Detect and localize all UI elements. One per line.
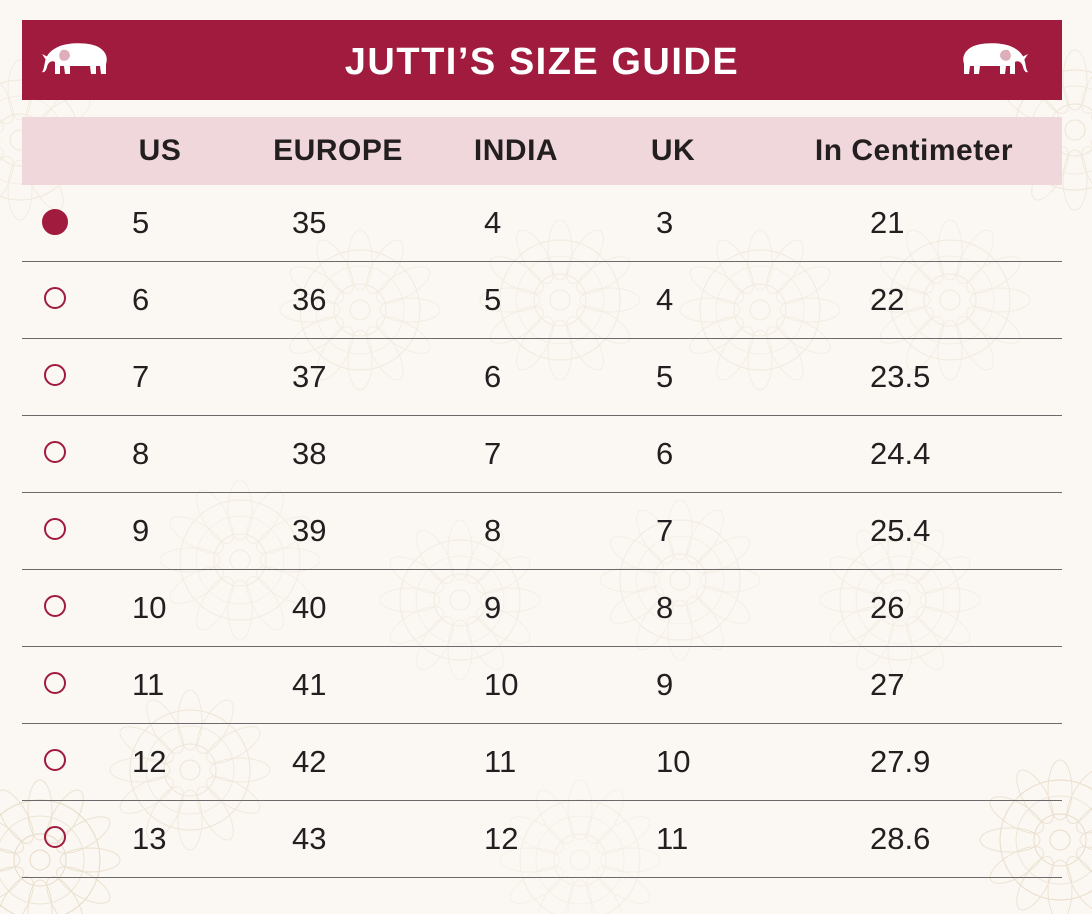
cell-europe: 41 [292,667,327,702]
cell-europe: 39 [292,513,327,548]
cell-india: 12 [484,821,519,856]
table-row[interactable]: 11 41 10 9 27 [22,647,1062,724]
cell-us: 7 [132,359,150,394]
cell-india: 6 [484,359,502,394]
cell-europe: 37 [292,359,327,394]
radio-icon[interactable] [44,518,66,540]
cell-us: 10 [132,590,167,625]
table-row[interactable]: 10 40 9 8 26 [22,570,1062,647]
cell-europe: 38 [292,436,327,471]
cell-india: 10 [484,667,519,702]
table-row[interactable]: 6 36 5 4 22 [22,262,1062,339]
column-header-centimeter: In Centimeter [814,134,1014,167]
table-row[interactable]: 13 43 12 11 28.6 [22,801,1062,878]
cell-europe: 42 [292,744,327,779]
radio-icon[interactable] [44,364,66,386]
cell-us: 13 [132,821,167,856]
cell-centimeter: 25.4 [870,513,931,548]
table-row[interactable]: 5 35 4 3 21 [22,185,1062,262]
cell-us: 12 [132,744,167,779]
column-header-us: US [138,134,182,167]
table-row[interactable]: 7 37 6 5 23.5 [22,339,1062,416]
cell-centimeter: 23.5 [870,359,931,394]
cell-uk: 6 [656,436,674,471]
table-header: US EUROPE INDIA UK In Centimeter [22,117,1062,185]
cell-us: 11 [132,667,165,702]
cell-centimeter: 28.6 [870,821,931,856]
radio-icon[interactable] [44,287,66,309]
column-header-india: INDIA [473,134,559,167]
column-header-europe: EUROPE [273,134,403,167]
cell-uk: 8 [656,590,674,625]
cell-india: 7 [484,436,502,471]
cell-europe: 40 [292,590,327,625]
cell-india: 9 [484,590,502,625]
title-banner: JUTTI’S SIZE GUIDE [22,20,1062,100]
table-row[interactable]: 8 38 7 6 24.4 [22,416,1062,493]
cell-uk: 9 [656,667,674,702]
cell-uk: 10 [656,744,691,779]
page-title: JUTTI’S SIZE GUIDE [344,41,740,83]
cell-centimeter: 27.9 [870,744,931,779]
cell-uk: 3 [656,205,674,240]
cell-europe: 43 [292,821,327,856]
cell-india: 5 [484,282,502,317]
column-header-uk: UK [650,134,696,167]
cell-centimeter: 26 [870,590,905,625]
cell-us: 9 [132,513,150,548]
radio-icon[interactable] [44,595,66,617]
radio-icon[interactable] [44,441,66,463]
cell-uk: 7 [656,513,674,548]
radio-selected-icon[interactable] [42,209,68,235]
cell-centimeter: 21 [870,205,905,240]
cell-india: 8 [484,513,502,548]
cell-centimeter: 24.4 [870,436,931,471]
cell-uk: 5 [656,359,674,394]
radio-icon[interactable] [44,749,66,771]
cell-us: 8 [132,436,150,471]
size-table-body: 5 35 4 3 21 6 36 5 4 22 7 37 6 5 23.5 8 38 7 6 24.4 9 39 8 7 25.… [22,185,1062,878]
cell-europe: 35 [292,205,327,240]
cell-us: 6 [132,282,150,317]
table-row[interactable]: 12 42 11 10 27.9 [22,724,1062,801]
radio-icon[interactable] [44,672,66,694]
cell-europe: 36 [292,282,327,317]
cell-uk: 4 [656,282,674,317]
radio-icon[interactable] [44,826,66,848]
cell-centimeter: 22 [870,282,905,317]
cell-india: 4 [484,205,502,240]
cell-us: 5 [132,205,150,240]
cell-uk: 11 [656,821,689,856]
cell-centimeter: 27 [870,667,905,702]
table-row[interactable]: 9 39 8 7 25.4 [22,493,1062,570]
elephant-icon [963,43,1028,74]
cell-india: 11 [484,744,517,779]
